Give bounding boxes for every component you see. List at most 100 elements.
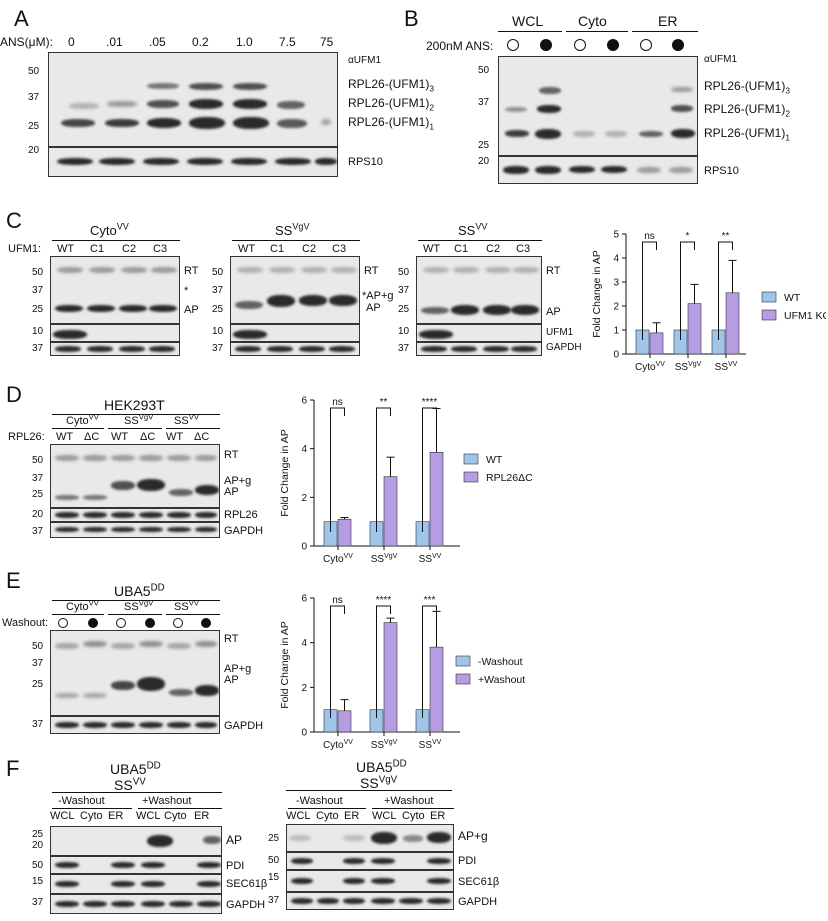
western-blot-f-left-sec61b xyxy=(50,874,222,894)
significance-bracket xyxy=(718,241,733,340)
lane-label: ER xyxy=(194,810,210,822)
blot-title-cyto-vv: CytoVV xyxy=(90,221,129,238)
band-label: AP xyxy=(366,302,381,314)
band-label: RPL26 xyxy=(224,509,258,521)
mw-marker: 20 xyxy=(478,156,490,167)
group-label-wcl: WCL xyxy=(512,13,544,29)
lane-label: ER xyxy=(430,810,446,822)
legend-label: +Washout xyxy=(478,674,525,686)
lane-label: 0 xyxy=(68,35,75,49)
western-blot-f-left-pdi xyxy=(50,856,222,874)
band-label: AP+g xyxy=(458,829,488,843)
panel-letter-c: C xyxy=(6,208,22,233)
band-label: AP xyxy=(184,304,199,316)
lane-label: 1.0 xyxy=(236,35,253,49)
lane-label: WT xyxy=(238,243,256,255)
lane-label: WCL xyxy=(372,810,397,822)
band-label: RPL26-(UFM1)2 xyxy=(348,96,435,113)
lane-label: C2 xyxy=(302,243,317,255)
mw-marker: 50 xyxy=(32,267,44,278)
lane-label: C1 xyxy=(454,243,469,255)
significance-bracket xyxy=(330,407,345,532)
y-tick-label: 0 xyxy=(301,542,307,553)
mw-marker: 15 xyxy=(32,876,44,887)
bar xyxy=(725,292,740,355)
lane-label: 7.5 xyxy=(279,35,296,49)
band-label: GAPDH xyxy=(224,525,264,537)
significance-label: **** xyxy=(422,397,438,408)
band-label: GAPDH xyxy=(226,899,266,911)
lane-label: .05 xyxy=(149,35,166,49)
bar xyxy=(687,303,702,355)
mw-marker: 50 xyxy=(212,267,224,278)
bar xyxy=(649,332,664,355)
western-blot-c-ss-vv xyxy=(416,256,542,324)
condition-label: +Washout xyxy=(384,795,434,807)
group-label: CytoVV xyxy=(66,598,99,613)
significance-label: *** xyxy=(424,595,436,606)
condition-label: -Washout xyxy=(58,795,105,807)
mw-marker: 50 xyxy=(32,455,44,466)
band-label: GAPDH xyxy=(224,720,264,732)
y-tick-label: 2 xyxy=(301,493,307,504)
western-blot-c-cyto-gapdh xyxy=(50,342,180,356)
band-label: RT xyxy=(184,265,199,277)
lane-label: C2 xyxy=(486,243,501,255)
significance-label: ** xyxy=(380,397,388,408)
band-label: RT xyxy=(364,265,379,277)
blot-title: HEK293T xyxy=(104,397,165,413)
band-label: AP+g xyxy=(224,663,252,675)
bar-chart-e: 0 2 4 6 Fold Change in AP CytoVV ns SSVgV **** SS… xyxy=(279,594,525,752)
mw-marker: 25 xyxy=(32,679,44,690)
mw-marker: 50 xyxy=(398,267,410,278)
panel-letter-b: B xyxy=(404,6,419,31)
mw-marker: 25 xyxy=(398,304,410,315)
mw-marker: 37 xyxy=(398,343,410,354)
band-label: AP xyxy=(224,486,239,498)
bar xyxy=(337,710,352,733)
blot-title: UBA5DD xyxy=(114,582,165,599)
mw-marker: 37 xyxy=(212,285,224,296)
lane-label: ΔC xyxy=(194,431,210,443)
blot-subtitle: SSVV xyxy=(114,776,146,793)
mw-marker: 37 xyxy=(28,92,40,103)
lane-label: C3 xyxy=(332,243,347,255)
western-blot-c-ss-vgv xyxy=(230,256,360,324)
loading-control-label: RPS10 xyxy=(348,156,383,168)
panel-letter-a: A xyxy=(14,6,29,31)
y-tick-label: 0 xyxy=(613,350,619,361)
band-label: RPL26-(UFM1)3 xyxy=(348,77,435,94)
y-axis-label: Fold Change in AP xyxy=(591,250,603,338)
untreated-circle-icon xyxy=(574,39,586,51)
band-label: PDI xyxy=(226,860,245,872)
legend-swatch xyxy=(463,453,479,465)
bar xyxy=(429,646,444,733)
western-blot-c-cyto-ufm1 xyxy=(50,324,180,342)
blot-subtitle: SSVgV xyxy=(360,774,398,791)
lane-label: ΔC xyxy=(84,431,100,443)
y-tick-label: 4 xyxy=(301,638,307,649)
lane-label: C1 xyxy=(90,243,105,255)
x-tick-label: SSVV xyxy=(419,553,442,565)
bar-chart-c: 0 1 2 3 4 5 Fold Change in AP CytoVV ns SSVgV * SSV… xyxy=(591,230,826,374)
mw-marker: 50 xyxy=(32,641,44,652)
blot-title: UBA5DD xyxy=(356,758,407,775)
mw-marker: 50 xyxy=(28,66,40,77)
lane-label: Cyto xyxy=(164,810,187,822)
mw-marker: 37 xyxy=(478,97,490,108)
band-label: SEC61β xyxy=(226,878,268,890)
mw-marker: 37 xyxy=(32,473,44,484)
significance-bracket xyxy=(680,241,695,340)
band-label: RT xyxy=(224,633,239,645)
western-blot-c-ss-vgv-ufm1 xyxy=(230,324,360,342)
mw-marker: 25 xyxy=(268,833,280,844)
significance-bracket xyxy=(330,605,345,718)
lane-label: C1 xyxy=(270,243,285,255)
panel-letter-d: D xyxy=(6,382,22,407)
lane-label: WT xyxy=(111,431,129,443)
western-blot-a-rps10 xyxy=(48,147,338,177)
western-blot-f-right-ap xyxy=(286,824,454,852)
mw-marker: 20 xyxy=(28,145,40,156)
ufm1-row-label: UFM1: xyxy=(8,243,41,255)
lane-label: ER xyxy=(108,810,124,822)
